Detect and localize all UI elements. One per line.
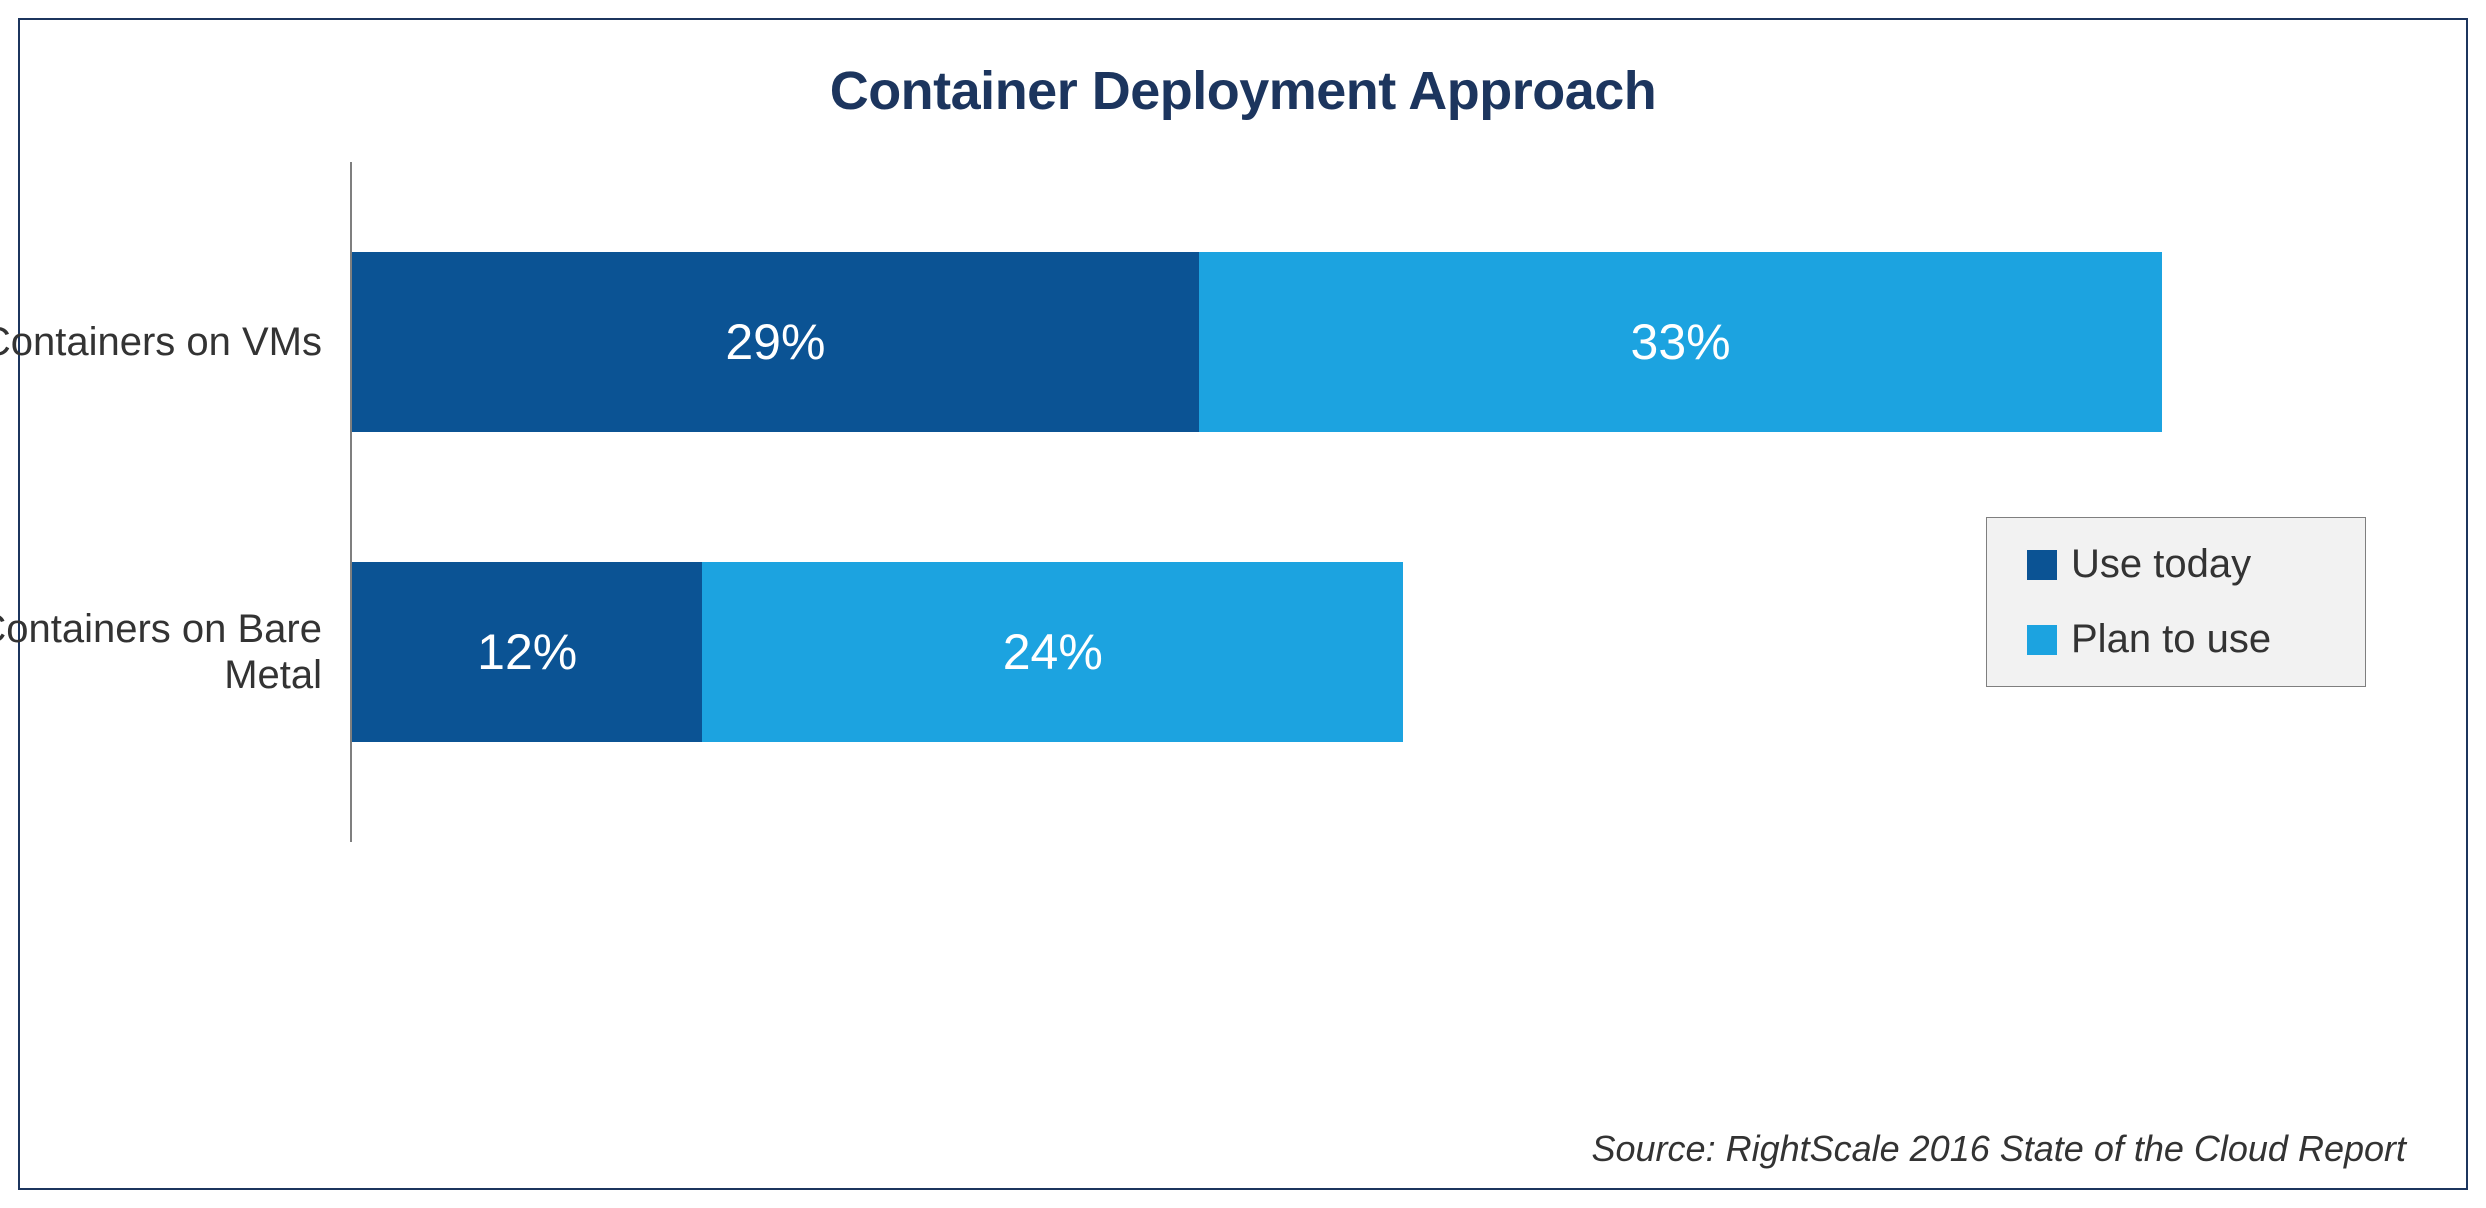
legend-item-1: Plan to use	[2027, 617, 2325, 662]
bar-value-1-0: 12%	[477, 623, 577, 681]
bar-row-0: Containers on VMs 29% 33%	[352, 252, 2396, 432]
bar-1-series-1: 24%	[702, 562, 1403, 742]
bar-0-series-0: 29%	[352, 252, 1199, 432]
chart-plot-area: Containers on VMs 29% 33% Containers on …	[350, 162, 2396, 842]
bar-1-series-0: 12%	[352, 562, 702, 742]
legend-swatch-1	[2027, 625, 2057, 655]
bar-value-1-1: 24%	[1003, 623, 1103, 681]
bar-value-0-1: 33%	[1631, 313, 1731, 371]
legend-item-0: Use today	[2027, 542, 2325, 587]
category-label-0: Containers on VMs	[0, 319, 322, 365]
bar-value-0-0: 29%	[725, 313, 825, 371]
chart-frame: Container Deployment Approach Containers…	[18, 18, 2468, 1190]
legend: Use today Plan to use	[1986, 517, 2366, 687]
source-text: Source: RightScale 2016 State of the Clo…	[1592, 1128, 2407, 1170]
bar-0-series-1: 33%	[1199, 252, 2163, 432]
category-label-1: Containers on Bare Metal	[0, 606, 322, 698]
legend-swatch-0	[2027, 550, 2057, 580]
chart-title: Container Deployment Approach	[80, 60, 2406, 122]
legend-label-1: Plan to use	[2071, 617, 2271, 662]
legend-label-0: Use today	[2071, 542, 2251, 587]
